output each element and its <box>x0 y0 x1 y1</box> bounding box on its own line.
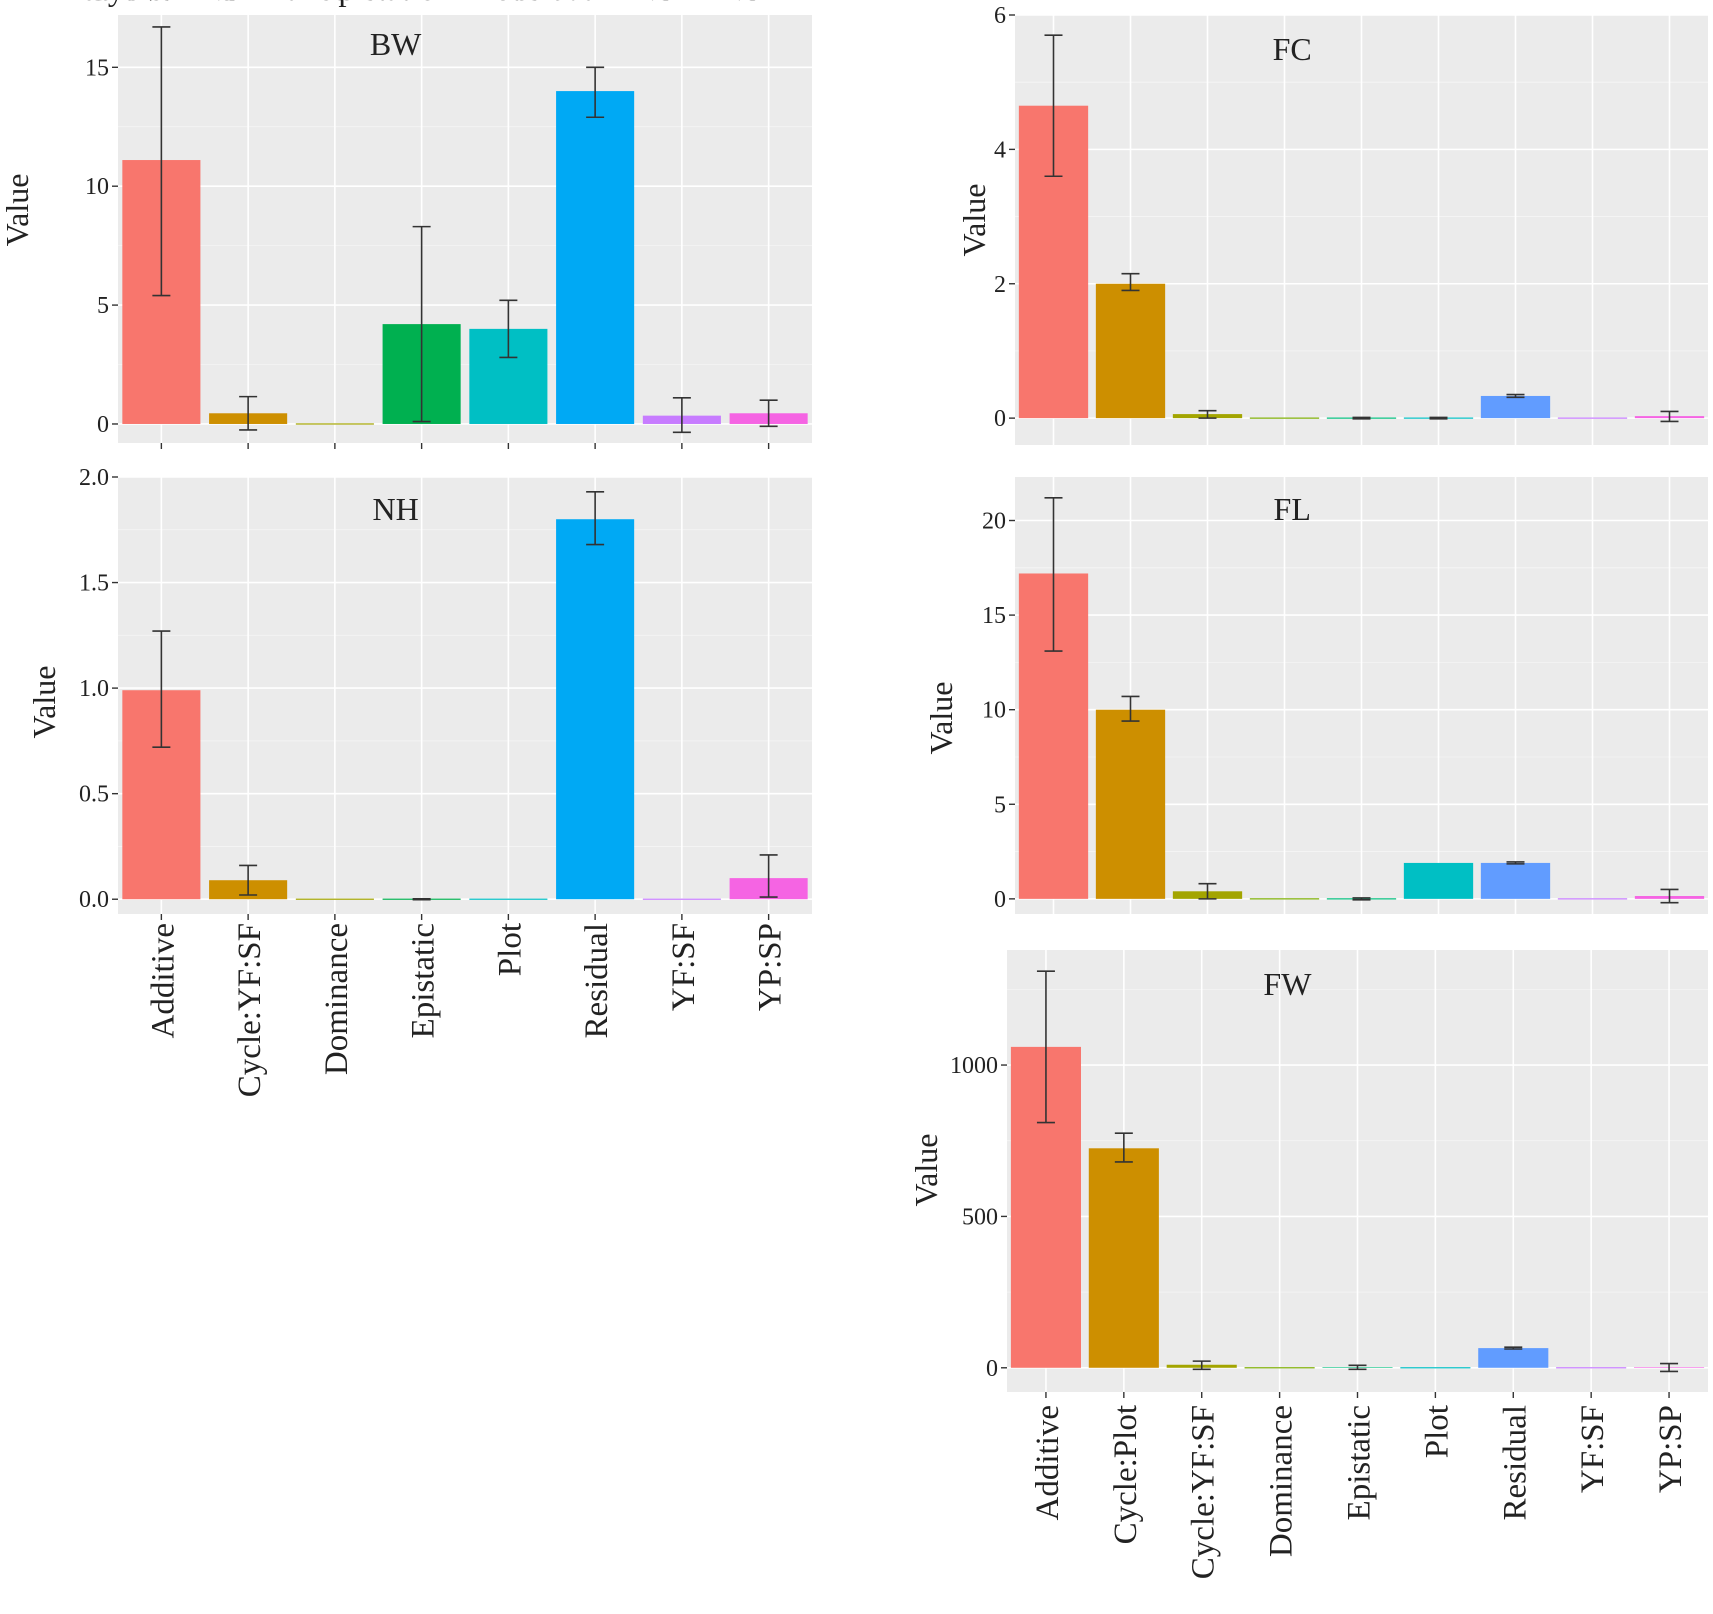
chart-nh: 0.0 0.5 1.0 1.5 2.0 NH Value AdditiveCycle:YF:S… <box>26 0 812 920</box>
y-tick-label: 1.0 <box>79 676 109 702</box>
y-tick-label: 15 <box>85 55 109 81</box>
x-category-label-plot: Plot <box>467 0 520 8</box>
bar-yf-sf <box>1557 898 1628 900</box>
panel-title: BW <box>370 26 422 62</box>
bar-plot <box>469 898 548 900</box>
x-category-label-yf-sf: YF:SF <box>1575 1405 1611 1493</box>
bar-plot <box>1400 1367 1471 1369</box>
bar-yf-sf <box>642 898 721 900</box>
x-category-label-yf-sf: YF:SF <box>666 923 702 1011</box>
y-tick-label: 500 <box>962 1204 998 1230</box>
panel-title: NH <box>372 491 418 527</box>
bar-plot <box>1403 862 1474 899</box>
panel-background <box>118 477 812 914</box>
panel-title: FC <box>1273 31 1312 67</box>
bar-dominance <box>295 898 374 900</box>
x-category-label-dominance: Dominance <box>319 923 355 1075</box>
x-category-label-yf-sf: YF:SF <box>606 0 694 8</box>
x-category-label-cycle-plot: Cycle:Plot <box>1108 1405 1144 1544</box>
x-category-label-residual: Residual <box>1497 1405 1533 1520</box>
y-tick-label: 5 <box>994 792 1006 818</box>
bar-residual <box>1480 395 1551 419</box>
y-axis-label: Value <box>0 174 35 247</box>
y-tick-label: 15 <box>982 603 1006 629</box>
panel-title: FL <box>1274 491 1311 527</box>
x-category-label-cycle-yf-sf: Cycle:YF:SF <box>86 0 260 8</box>
bar-cycle-plot <box>1095 709 1166 899</box>
bar-cycle-plot <box>1095 283 1166 419</box>
x-category-label-additive: Additive <box>145 923 181 1038</box>
y-tick-label: 0 <box>986 1356 998 1382</box>
x-category-label-epistatic: Epistatic <box>318 0 433 8</box>
y-tick-label: 2.0 <box>79 465 109 491</box>
x-category-label-residual: Residual <box>492 0 607 8</box>
bar-dominance <box>295 423 374 425</box>
y-tick-label: 0.0 <box>79 887 109 913</box>
x-category-label-cycle-yf-sf: Cycle:YF:SF <box>232 923 268 1097</box>
bar-dominance <box>1244 1367 1315 1369</box>
y-axis-label: Value <box>923 682 959 755</box>
y-tick-label: 4 <box>994 137 1006 163</box>
panel-background <box>118 15 812 443</box>
chart-bw: 0 5 10 15 BW Value Additive Cycle:YF:SF Dominanc… <box>0 15 812 1097</box>
y-tick-label: 6 <box>994 3 1006 29</box>
y-tick-label: 5 <box>97 293 109 319</box>
chart-fl: 0 5 10 15 20 FL Value <box>923 477 1708 914</box>
x-category-label-cycle-yf-sf: Cycle:YF:SF <box>1186 1405 1222 1579</box>
bar-residual <box>1480 862 1551 899</box>
x-category-label-residual: Residual <box>579 923 615 1038</box>
x-category-label-epistatic: Epistatic <box>406 923 442 1038</box>
x-category-label-dominance: Dominance <box>195 0 347 8</box>
y-tick-label: 2 <box>994 272 1006 298</box>
x-category-label-yp-sp: YP:SP <box>1653 1405 1689 1493</box>
bar-residual <box>556 91 635 424</box>
x-category-label-yp-sp: YP:SP <box>753 923 789 1011</box>
y-tick-label: 0 <box>994 406 1006 432</box>
y-tick-label: 10 <box>982 698 1006 724</box>
y-tick-label: 0 <box>994 887 1006 913</box>
y-axis-label: Value <box>908 1134 944 1207</box>
chart-fc: 0 2 4 6 FC Value <box>956 3 1708 445</box>
x-category-label-additive: Additive <box>58 0 173 8</box>
y-tick-label: 0.5 <box>79 782 109 808</box>
y-tick-label: 10 <box>85 174 109 200</box>
x-category-label-yp-sp: YP:SP <box>693 0 781 8</box>
y-tick-label: 1000 <box>950 1053 998 1079</box>
bar-yf-sf <box>1556 1367 1627 1369</box>
bar-residual <box>1478 1348 1549 1368</box>
bar-residual <box>556 519 635 900</box>
y-axis-label: Value <box>956 184 992 257</box>
chart-fw: 0 500 1000 FW Value Additive Cycle:Plot Cycle:Y… <box>908 950 1708 1579</box>
y-axis-label: Value <box>26 666 62 739</box>
y-tick-label: 1.5 <box>79 571 109 597</box>
y-tick-label: 20 <box>982 509 1006 535</box>
panel-title: FW <box>1263 966 1312 1002</box>
bar-dominance <box>1249 417 1320 419</box>
x-category-label-epistatic: Epistatic <box>1342 1405 1378 1520</box>
x-category-label-additive: Additive <box>1030 1405 1066 1520</box>
x-category-label-dominance: Dominance <box>1264 1405 1300 1557</box>
y-tick-label: 0 <box>97 412 109 438</box>
bar-cycle-plot <box>1088 1148 1159 1368</box>
bar-dominance <box>1249 898 1320 900</box>
bar-yf-sf <box>1557 417 1628 419</box>
x-category-label-plot: Plot <box>1419 1405 1455 1458</box>
x-category-label-plot: Plot <box>492 923 528 976</box>
